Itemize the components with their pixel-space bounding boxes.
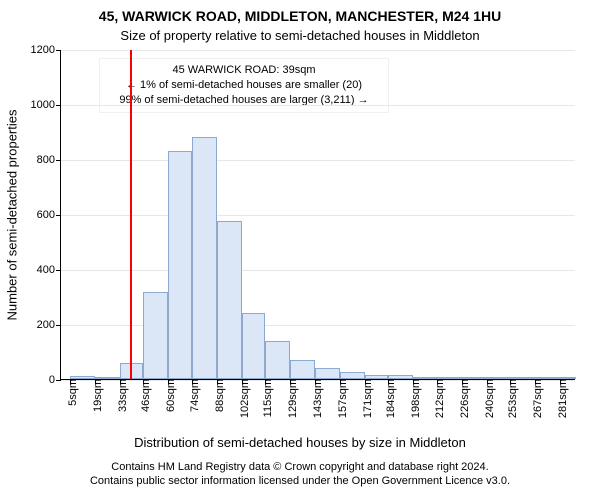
x-tick-label: 129sqm [281, 379, 299, 418]
histogram-bar [217, 221, 242, 379]
histogram-bar [242, 313, 265, 379]
y-tick-label: 800 [37, 154, 61, 166]
x-tick-label: 171sqm [356, 379, 374, 418]
x-tick-label: 240sqm [478, 379, 496, 418]
footer-line-2: Contains public sector information licen… [0, 474, 600, 488]
y-axis-title: Number of semi-detached properties [5, 110, 20, 321]
chart-footer: Contains HM Land Registry data © Crown c… [0, 460, 600, 489]
x-tick-label: 19sqm [86, 379, 104, 412]
histogram-bar [168, 151, 193, 379]
chart-title: 45, WARWICK ROAD, MIDDLETON, MANCHESTER,… [0, 8, 600, 24]
x-tick-label: 60sqm [159, 379, 177, 412]
gridline [61, 160, 575, 161]
x-tick-label: 157sqm [331, 379, 349, 418]
x-tick-label: 184sqm [379, 379, 397, 418]
y-tick-label: 1200 [31, 44, 61, 56]
y-tick-label: 0 [49, 374, 61, 386]
x-tick-label: 226sqm [453, 379, 471, 418]
histogram-bar [192, 137, 217, 379]
annotation-line-1: 45 WARWICK ROAD: 39sqm [108, 63, 380, 78]
x-tick-label: 253sqm [501, 379, 519, 418]
x-axis-title: Distribution of semi-detached houses by … [0, 435, 600, 450]
x-tick-label: 281sqm [551, 379, 569, 418]
x-tick-label: 102sqm [233, 379, 251, 418]
x-tick-label: 88sqm [208, 379, 226, 412]
y-tick-label: 1000 [31, 99, 61, 111]
gridline [61, 270, 575, 271]
histogram-chart: 45, WARWICK ROAD, MIDDLETON, MANCHESTER,… [0, 0, 600, 500]
histogram-bar [340, 372, 365, 379]
y-tick-label: 200 [37, 319, 61, 331]
x-tick-label: 267sqm [526, 379, 544, 418]
x-tick-label: 33sqm [111, 379, 129, 412]
histogram-bar [290, 360, 315, 379]
annotation-line-2: ← 1% of semi-detached houses are smaller… [108, 78, 380, 93]
marker-line [130, 50, 132, 379]
x-tick-label: 5sqm [61, 379, 79, 406]
gridline [61, 105, 575, 106]
x-tick-label: 115sqm [256, 379, 274, 417]
gridline [61, 215, 575, 216]
x-tick-label: 74sqm [183, 379, 201, 412]
histogram-bar [315, 368, 340, 379]
y-tick-label: 600 [37, 209, 61, 221]
x-tick-label: 143sqm [306, 379, 324, 418]
x-tick-label: 212sqm [428, 379, 446, 418]
x-tick-label: 46sqm [134, 379, 152, 412]
plot-area: 45 WARWICK ROAD: 39sqm ← 1% of semi-deta… [60, 50, 575, 380]
histogram-bar [265, 341, 290, 380]
y-tick-label: 400 [37, 264, 61, 276]
histogram-bar [143, 292, 168, 379]
footer-line-1: Contains HM Land Registry data © Crown c… [0, 460, 600, 474]
gridline [61, 325, 575, 326]
gridline [61, 50, 575, 51]
x-tick-label: 198sqm [404, 379, 422, 418]
chart-subtitle: Size of property relative to semi-detach… [0, 28, 600, 43]
